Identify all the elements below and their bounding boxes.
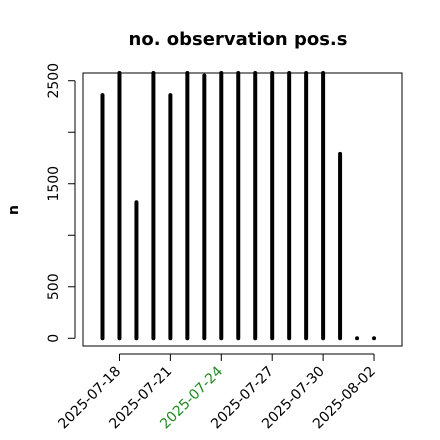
y-tick-label: 500 (46, 273, 62, 300)
y-tick-label: 2500 (46, 63, 62, 99)
bar (372, 336, 377, 341)
y-tick-label: 0 (46, 334, 62, 343)
y-axis-label: n (6, 205, 22, 215)
chart-title: no. observation pos.s (129, 29, 348, 50)
bar-series (100, 71, 377, 341)
plot-area (82, 72, 403, 347)
bar (355, 336, 360, 341)
y-tick-label: 1500 (46, 166, 62, 202)
x-axis: 2025-07-182025-07-212025-07-242025-07-27… (55, 353, 379, 432)
y-axis: 0 500 1500 2500 (46, 63, 76, 343)
